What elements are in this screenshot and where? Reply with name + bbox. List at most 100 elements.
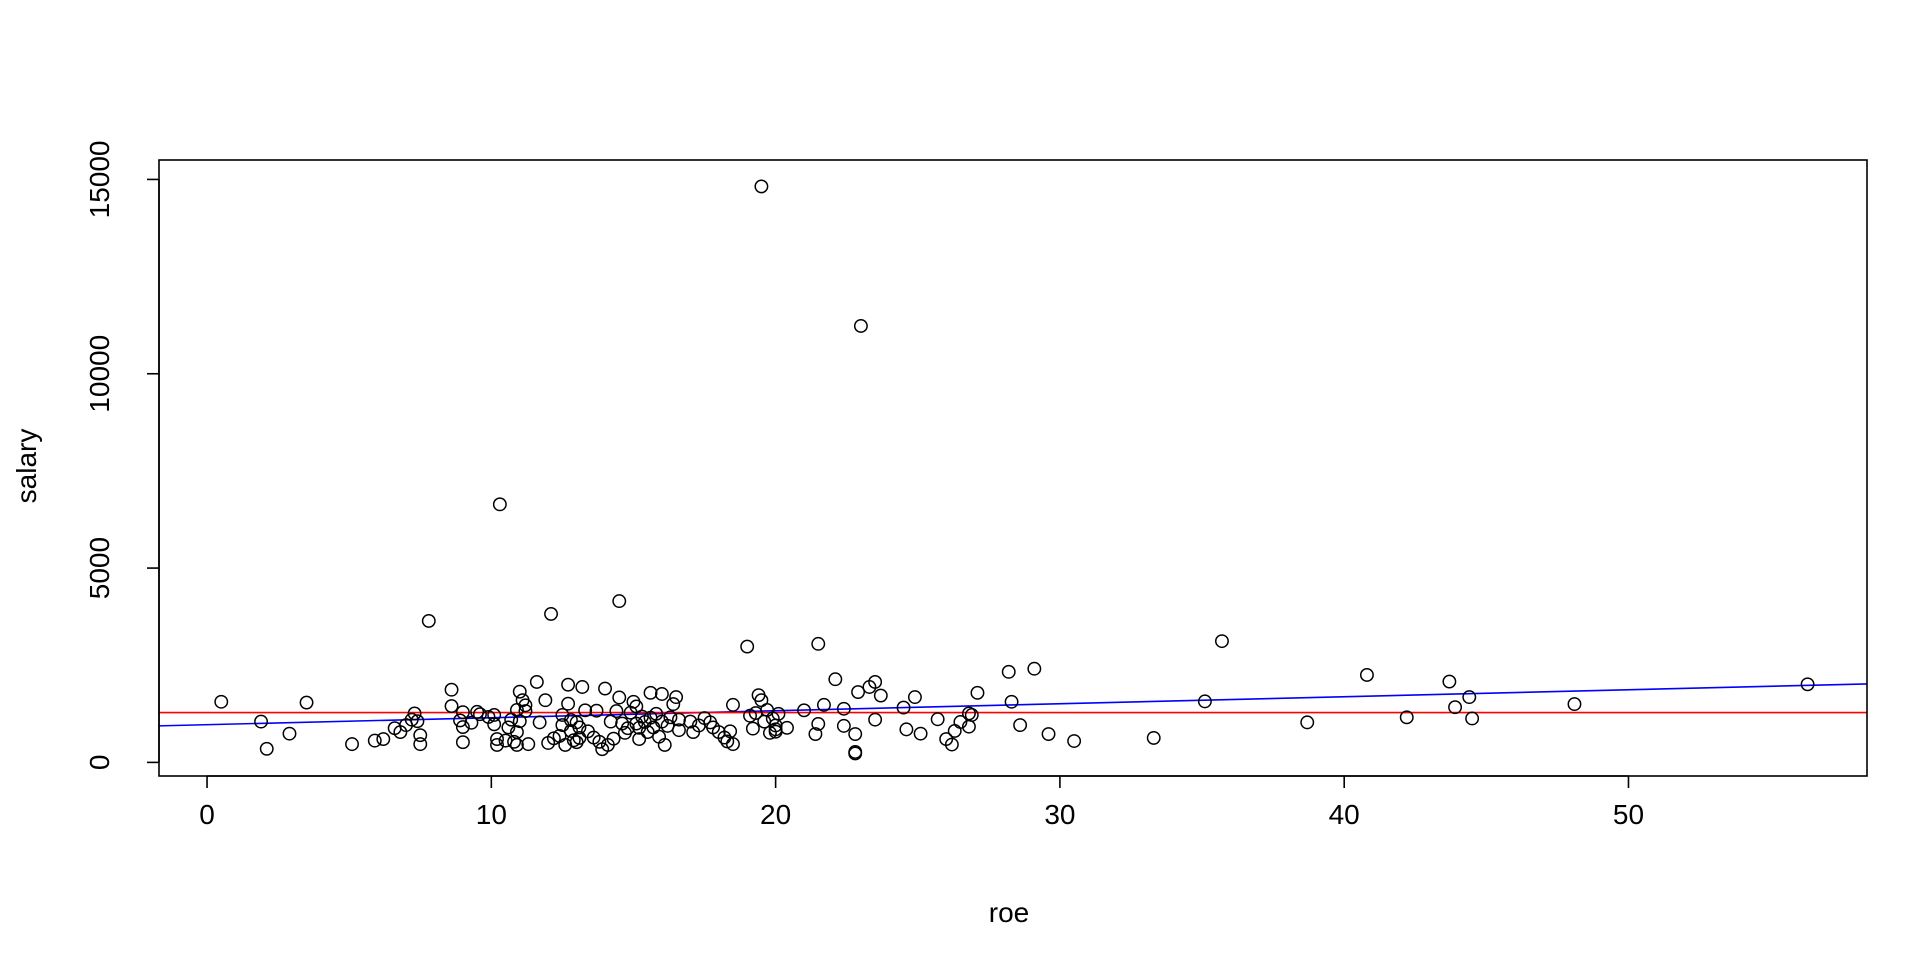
data-point bbox=[754, 179, 769, 194]
data-point bbox=[620, 721, 635, 736]
data-point bbox=[723, 724, 738, 739]
data-point bbox=[612, 594, 627, 609]
x-axis: 0 10 20 30 40 50 bbox=[199, 775, 1644, 830]
data-point bbox=[455, 720, 470, 734]
data-point bbox=[512, 684, 527, 699]
data-point bbox=[1027, 661, 1042, 676]
data-point bbox=[282, 726, 297, 741]
data-point bbox=[853, 319, 868, 333]
data-point bbox=[592, 734, 607, 749]
data-point bbox=[561, 677, 576, 692]
data-point bbox=[745, 721, 760, 736]
data-point bbox=[1041, 727, 1056, 741]
data-point bbox=[578, 703, 593, 718]
data-point bbox=[726, 737, 740, 752]
y-tick-label: 10000 bbox=[84, 335, 115, 413]
data-point bbox=[1448, 700, 1463, 715]
data-point bbox=[490, 737, 504, 752]
data-point bbox=[1013, 718, 1028, 733]
data-point bbox=[1215, 634, 1229, 649]
data-point bbox=[538, 693, 553, 708]
data-point bbox=[944, 737, 959, 752]
data-point bbox=[487, 708, 502, 722]
data-point bbox=[501, 720, 516, 735]
y-tick-label: 0 bbox=[84, 755, 115, 771]
data-point bbox=[521, 737, 536, 752]
data-point bbox=[811, 716, 826, 731]
data-point bbox=[589, 703, 604, 718]
data-point bbox=[299, 695, 314, 710]
data-point bbox=[1004, 694, 1019, 709]
data-point bbox=[836, 718, 851, 733]
data-point bbox=[606, 731, 621, 746]
fit-lines bbox=[159, 683, 1867, 727]
x-tick-label: 50 bbox=[1613, 799, 1644, 830]
data-point bbox=[666, 697, 681, 712]
y-axis-label: salary bbox=[11, 429, 42, 504]
data-point bbox=[1146, 730, 1161, 745]
data-point bbox=[913, 726, 928, 741]
data-point bbox=[509, 737, 524, 752]
data-point bbox=[811, 636, 826, 651]
data-point bbox=[1300, 715, 1315, 730]
data-point bbox=[808, 727, 823, 741]
data-point bbox=[410, 714, 425, 729]
data-point bbox=[848, 744, 863, 759]
data-point bbox=[1465, 711, 1480, 726]
data-point bbox=[492, 497, 507, 512]
data-point bbox=[1800, 677, 1815, 692]
y-tick-label: 15000 bbox=[84, 140, 115, 218]
data-point bbox=[569, 735, 584, 750]
data-point bbox=[1359, 668, 1374, 682]
data-point bbox=[899, 722, 914, 737]
data-point bbox=[572, 720, 587, 735]
data-point bbox=[367, 733, 382, 748]
data-point bbox=[473, 707, 487, 722]
data-point bbox=[598, 681, 612, 696]
data-point bbox=[561, 696, 576, 711]
data-point bbox=[848, 727, 863, 741]
data-point bbox=[851, 685, 866, 700]
data-point bbox=[654, 687, 669, 701]
data-point bbox=[1567, 697, 1582, 712]
data-point bbox=[1001, 664, 1016, 679]
regression-line bbox=[159, 683, 1867, 727]
data-point bbox=[413, 728, 428, 743]
x-tick-label: 10 bbox=[476, 799, 507, 830]
data-point bbox=[214, 694, 229, 709]
y-axis: 0 5000 10000 15000 bbox=[84, 140, 160, 771]
data-point bbox=[1399, 710, 1414, 725]
data-point bbox=[404, 712, 419, 727]
x-tick-label: 30 bbox=[1044, 799, 1075, 830]
data-point bbox=[254, 714, 269, 729]
data-point bbox=[259, 741, 274, 756]
data-point bbox=[532, 715, 547, 730]
data-point bbox=[907, 690, 922, 705]
data-point bbox=[828, 672, 843, 687]
data-point bbox=[726, 697, 740, 712]
data-point bbox=[873, 688, 888, 703]
data-point bbox=[575, 680, 590, 694]
data-point bbox=[421, 613, 436, 628]
data-point bbox=[407, 706, 422, 721]
x-tick-label: 20 bbox=[760, 799, 791, 830]
data-point bbox=[1197, 694, 1212, 709]
data-point bbox=[444, 699, 459, 713]
data-points bbox=[214, 179, 1815, 761]
data-point bbox=[669, 690, 684, 705]
data-point bbox=[487, 717, 502, 732]
data-point bbox=[663, 710, 678, 725]
data-point bbox=[518, 698, 533, 713]
data-point bbox=[507, 734, 522, 749]
data-point bbox=[455, 735, 470, 750]
x-tick-label: 40 bbox=[1329, 799, 1360, 830]
x-tick-label: 0 bbox=[199, 799, 215, 830]
data-point bbox=[683, 714, 698, 729]
x-axis-label: roe bbox=[989, 897, 1029, 928]
data-point bbox=[572, 730, 587, 745]
data-point bbox=[816, 697, 831, 712]
data-point bbox=[964, 708, 979, 722]
data-point bbox=[470, 704, 485, 719]
data-point bbox=[868, 674, 883, 689]
data-point bbox=[1067, 734, 1082, 748]
